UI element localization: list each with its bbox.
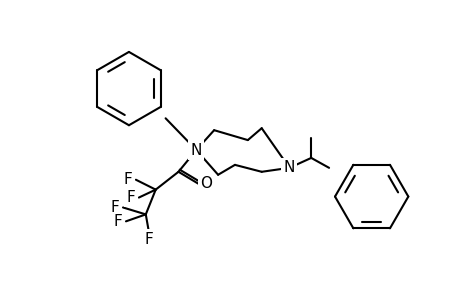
- Text: N: N: [283, 160, 295, 175]
- Text: F: F: [111, 200, 119, 215]
- Text: F: F: [126, 190, 135, 205]
- Text: O: O: [200, 176, 212, 191]
- Text: F: F: [113, 214, 122, 229]
- Text: F: F: [144, 232, 153, 247]
- Text: F: F: [123, 172, 132, 187]
- Text: N: N: [190, 142, 202, 158]
